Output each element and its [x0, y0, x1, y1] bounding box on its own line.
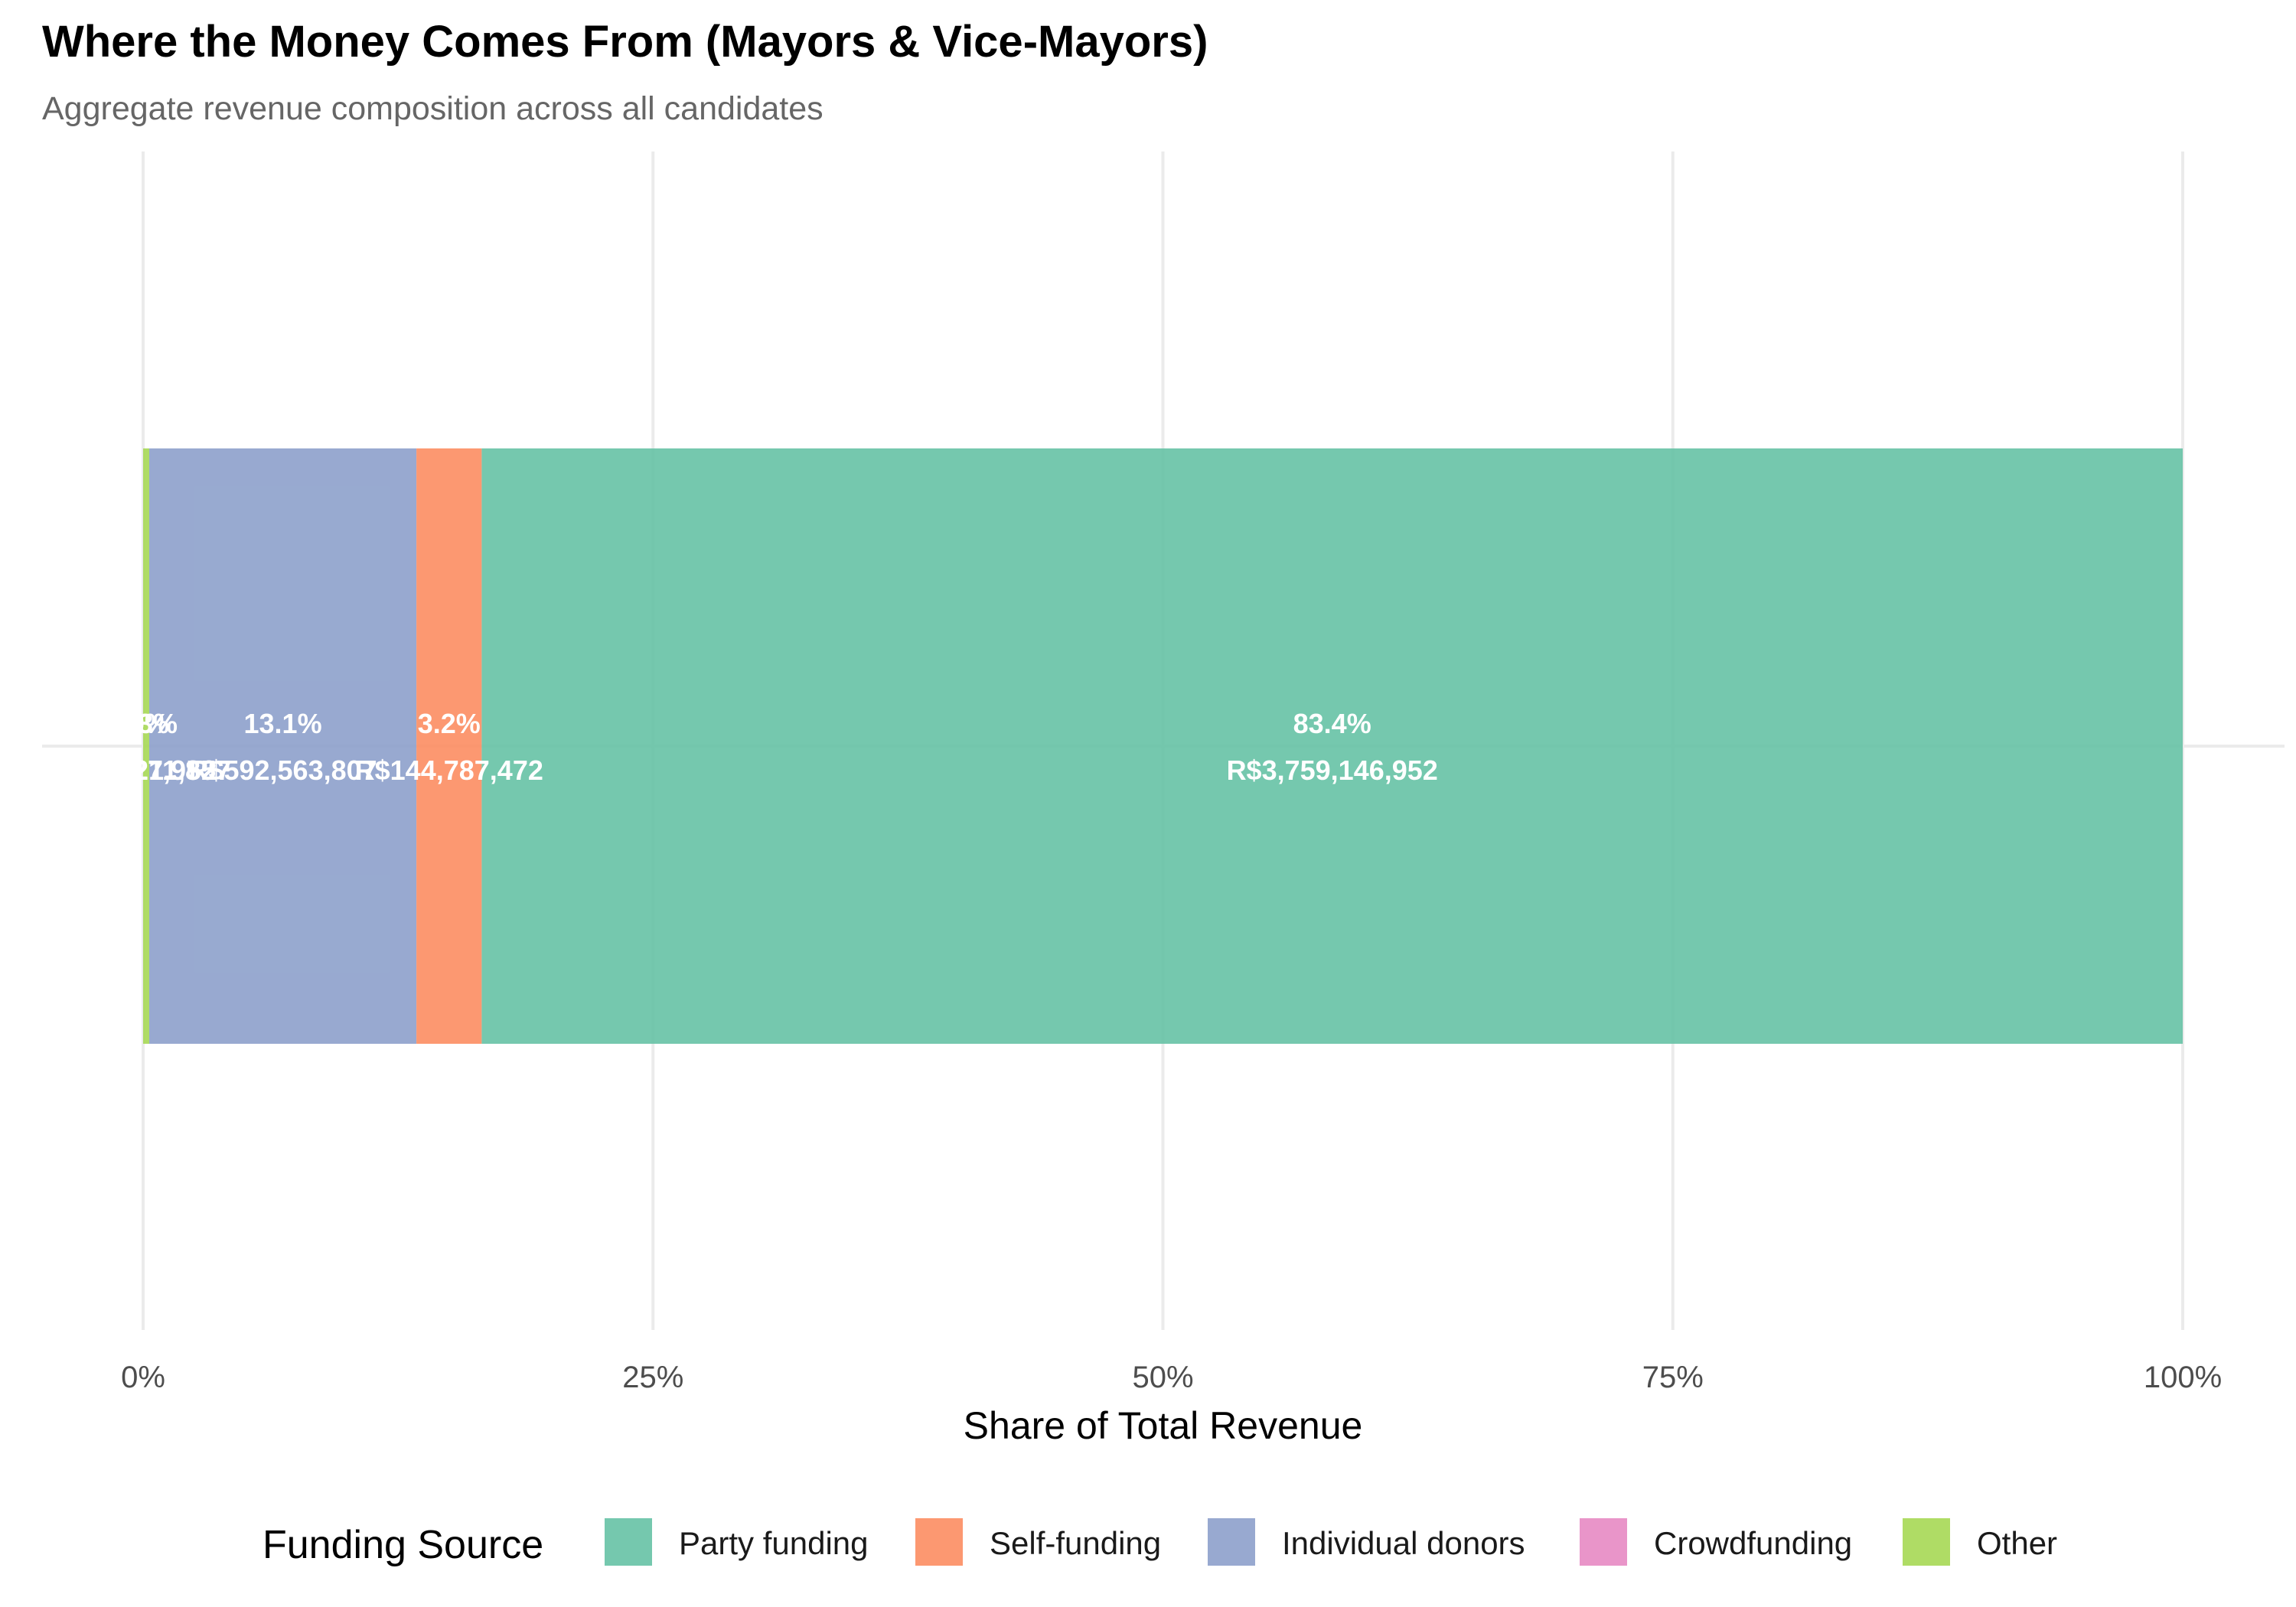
- legend-label-party-funding: Party funding: [679, 1525, 869, 1561]
- legend-key-crowdfunding: [1580, 1518, 1627, 1566]
- chart-subtitle: Aggregate revenue composition across all…: [42, 90, 823, 127]
- legend-key-individual-donors: [1208, 1518, 1255, 1566]
- data-label-percent-crowdfunding: 0%: [129, 708, 169, 739]
- x-tick-label: 50%: [1132, 1361, 1193, 1394]
- bar-segment-other: [143, 448, 149, 1044]
- x-tick-label: 75%: [1642, 1361, 1704, 1394]
- data-label-amount-party-funding: R$3,759,146,952: [1227, 755, 1438, 786]
- chart-title: Where the Money Comes From (Mayors & Vic…: [42, 17, 1208, 67]
- data-label-percent-other: 0.3%: [115, 708, 178, 739]
- bar-segment-self-funding: [416, 448, 482, 1044]
- x-tick-label: 100%: [2144, 1361, 2222, 1394]
- bar-segment-party-funding: [481, 448, 2183, 1044]
- legend-key-other: [1903, 1518, 1950, 1566]
- data-label-amount-self-funding: R$144,787,472: [355, 755, 543, 786]
- x-tick-label: 0%: [121, 1361, 165, 1394]
- legend-label-individual-donors: Individual donors: [1282, 1525, 1525, 1561]
- data-label-percent-self-funding: 3.2%: [418, 708, 481, 739]
- x-axis-title: Share of Total Revenue: [964, 1404, 1363, 1447]
- x-tick-label: 25%: [622, 1361, 683, 1394]
- data-label-percent-party-funding: 83.4%: [1293, 708, 1371, 739]
- data-label-amount-other: R$11,211,857: [61, 755, 231, 786]
- data-label-amount-individual-donors: R$592,563,807: [188, 755, 377, 786]
- legend-title: Funding Source: [263, 1523, 543, 1567]
- legend-label-other: Other: [1977, 1525, 2057, 1561]
- data-label-percent-individual-donors: 13.1%: [244, 708, 322, 739]
- data-label-amount-crowdfunding: R$827,952: [82, 755, 217, 786]
- legend-key-self-funding: [915, 1518, 963, 1566]
- legend-key-party-funding: [605, 1518, 652, 1566]
- legend-label-crowdfunding: Crowdfunding: [1654, 1525, 1852, 1561]
- legend-label-self-funding: Self-funding: [990, 1525, 1161, 1561]
- bar-segment-individual-donors: [148, 448, 417, 1044]
